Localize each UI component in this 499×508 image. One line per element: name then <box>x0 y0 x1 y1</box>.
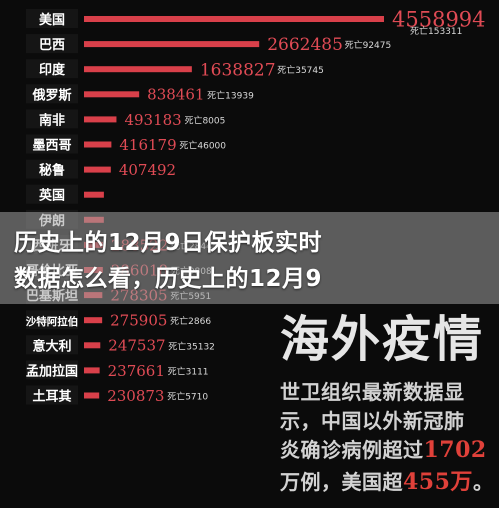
country-label-bg <box>26 84 78 104</box>
deaths-label: 死亡13939 <box>207 89 254 101</box>
country-label-bg <box>26 385 78 405</box>
title-overlay <box>0 212 499 304</box>
caption-us-highlight: 455万 <box>403 469 473 495</box>
caption-line-1: 世卫组织最新数据显 <box>280 380 465 404</box>
country-label: 巴西 <box>39 38 65 53</box>
deaths-label: 死亡46000 <box>179 140 226 152</box>
caption-line-4-text: 万例，美国超 <box>280 470 403 494</box>
value-label: 2662485 <box>267 35 343 55</box>
country-label: 沙特阿拉伯 <box>26 315 79 328</box>
value-label: 237661 <box>108 362 165 380</box>
country-label-bg <box>26 59 78 79</box>
country-label-bg <box>26 360 78 380</box>
bar <box>84 317 103 324</box>
bar <box>84 141 112 148</box>
value-label: 4558994 <box>392 8 486 32</box>
country-label-bg <box>26 335 78 355</box>
bar <box>84 16 384 22</box>
country-label: 美国 <box>39 12 65 28</box>
deaths-label: 死亡92475 <box>345 39 392 51</box>
overlay-title-line-1: 历史上的12月9日保护板实时 <box>14 230 323 256</box>
value-label: 275905 <box>110 312 167 330</box>
country-label-bg <box>26 134 78 154</box>
value-label: 493183 <box>124 111 181 129</box>
value-label: 247537 <box>108 337 165 355</box>
country-label-bg <box>26 159 78 179</box>
country-label-bg <box>26 34 78 54</box>
deaths-label: 死亡153311 <box>410 25 462 37</box>
bar <box>84 342 101 349</box>
deaths-label: 死亡35132 <box>168 340 215 352</box>
country-label: 英国 <box>38 188 65 204</box>
value-label: 1638827 <box>200 60 276 80</box>
country-label-bg <box>26 109 78 129</box>
country-label: 意大利 <box>32 338 71 354</box>
deaths-label: 死亡8005 <box>184 114 225 126</box>
bar <box>84 41 260 48</box>
bar <box>84 91 140 98</box>
deaths-label: 死亡3111 <box>168 365 209 377</box>
caption-line-2: 示，中国以外新冠肺 <box>280 409 465 433</box>
caption-line-3: 炎确诊病例超过1702 <box>280 434 487 463</box>
value-label: 230873 <box>107 387 164 405</box>
bar <box>84 191 104 198</box>
caption-line-3-text: 炎确诊病例超过 <box>280 438 424 462</box>
caption-line-4-end: 。 <box>472 470 494 494</box>
country-label: 印度 <box>39 62 66 78</box>
bar <box>84 116 117 123</box>
deaths-label: 死亡2866 <box>170 315 211 327</box>
bar <box>84 66 192 73</box>
country-label: 墨西哥 <box>32 138 71 154</box>
country-label-bg <box>26 310 78 330</box>
value-label: 838461 <box>147 86 204 104</box>
caption-cases-highlight: 1702 <box>423 437 487 463</box>
caption-heading: 海外疫情 <box>280 310 485 368</box>
country-label-bg <box>26 9 78 28</box>
bar <box>84 166 111 173</box>
value-label: 407492 <box>119 161 176 179</box>
country-label: 秘鲁 <box>39 163 65 179</box>
country-label: 孟加拉国 <box>26 363 78 379</box>
overlay-title-line-2: 数据怎么看，历史上的12月9 <box>14 266 323 292</box>
country-label-bg <box>26 184 78 204</box>
bar <box>84 367 100 374</box>
caption-line-4: 万例，美国超455万。 <box>280 464 493 496</box>
country-label: 俄罗斯 <box>31 87 71 103</box>
bar <box>84 392 100 399</box>
country-label: 南非 <box>39 112 65 128</box>
deaths-label: 死亡35745 <box>277 64 324 76</box>
deaths-label: 死亡5710 <box>167 391 208 403</box>
country-label: 土耳其 <box>32 389 71 405</box>
value-label: 416179 <box>119 136 176 154</box>
